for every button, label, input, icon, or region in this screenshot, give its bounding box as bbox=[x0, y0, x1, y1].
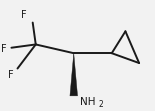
Text: F: F bbox=[21, 10, 26, 20]
Text: F: F bbox=[1, 44, 7, 54]
Text: 2: 2 bbox=[99, 100, 104, 109]
Text: F: F bbox=[8, 70, 13, 80]
Text: NH: NH bbox=[80, 97, 95, 107]
Polygon shape bbox=[70, 53, 78, 96]
